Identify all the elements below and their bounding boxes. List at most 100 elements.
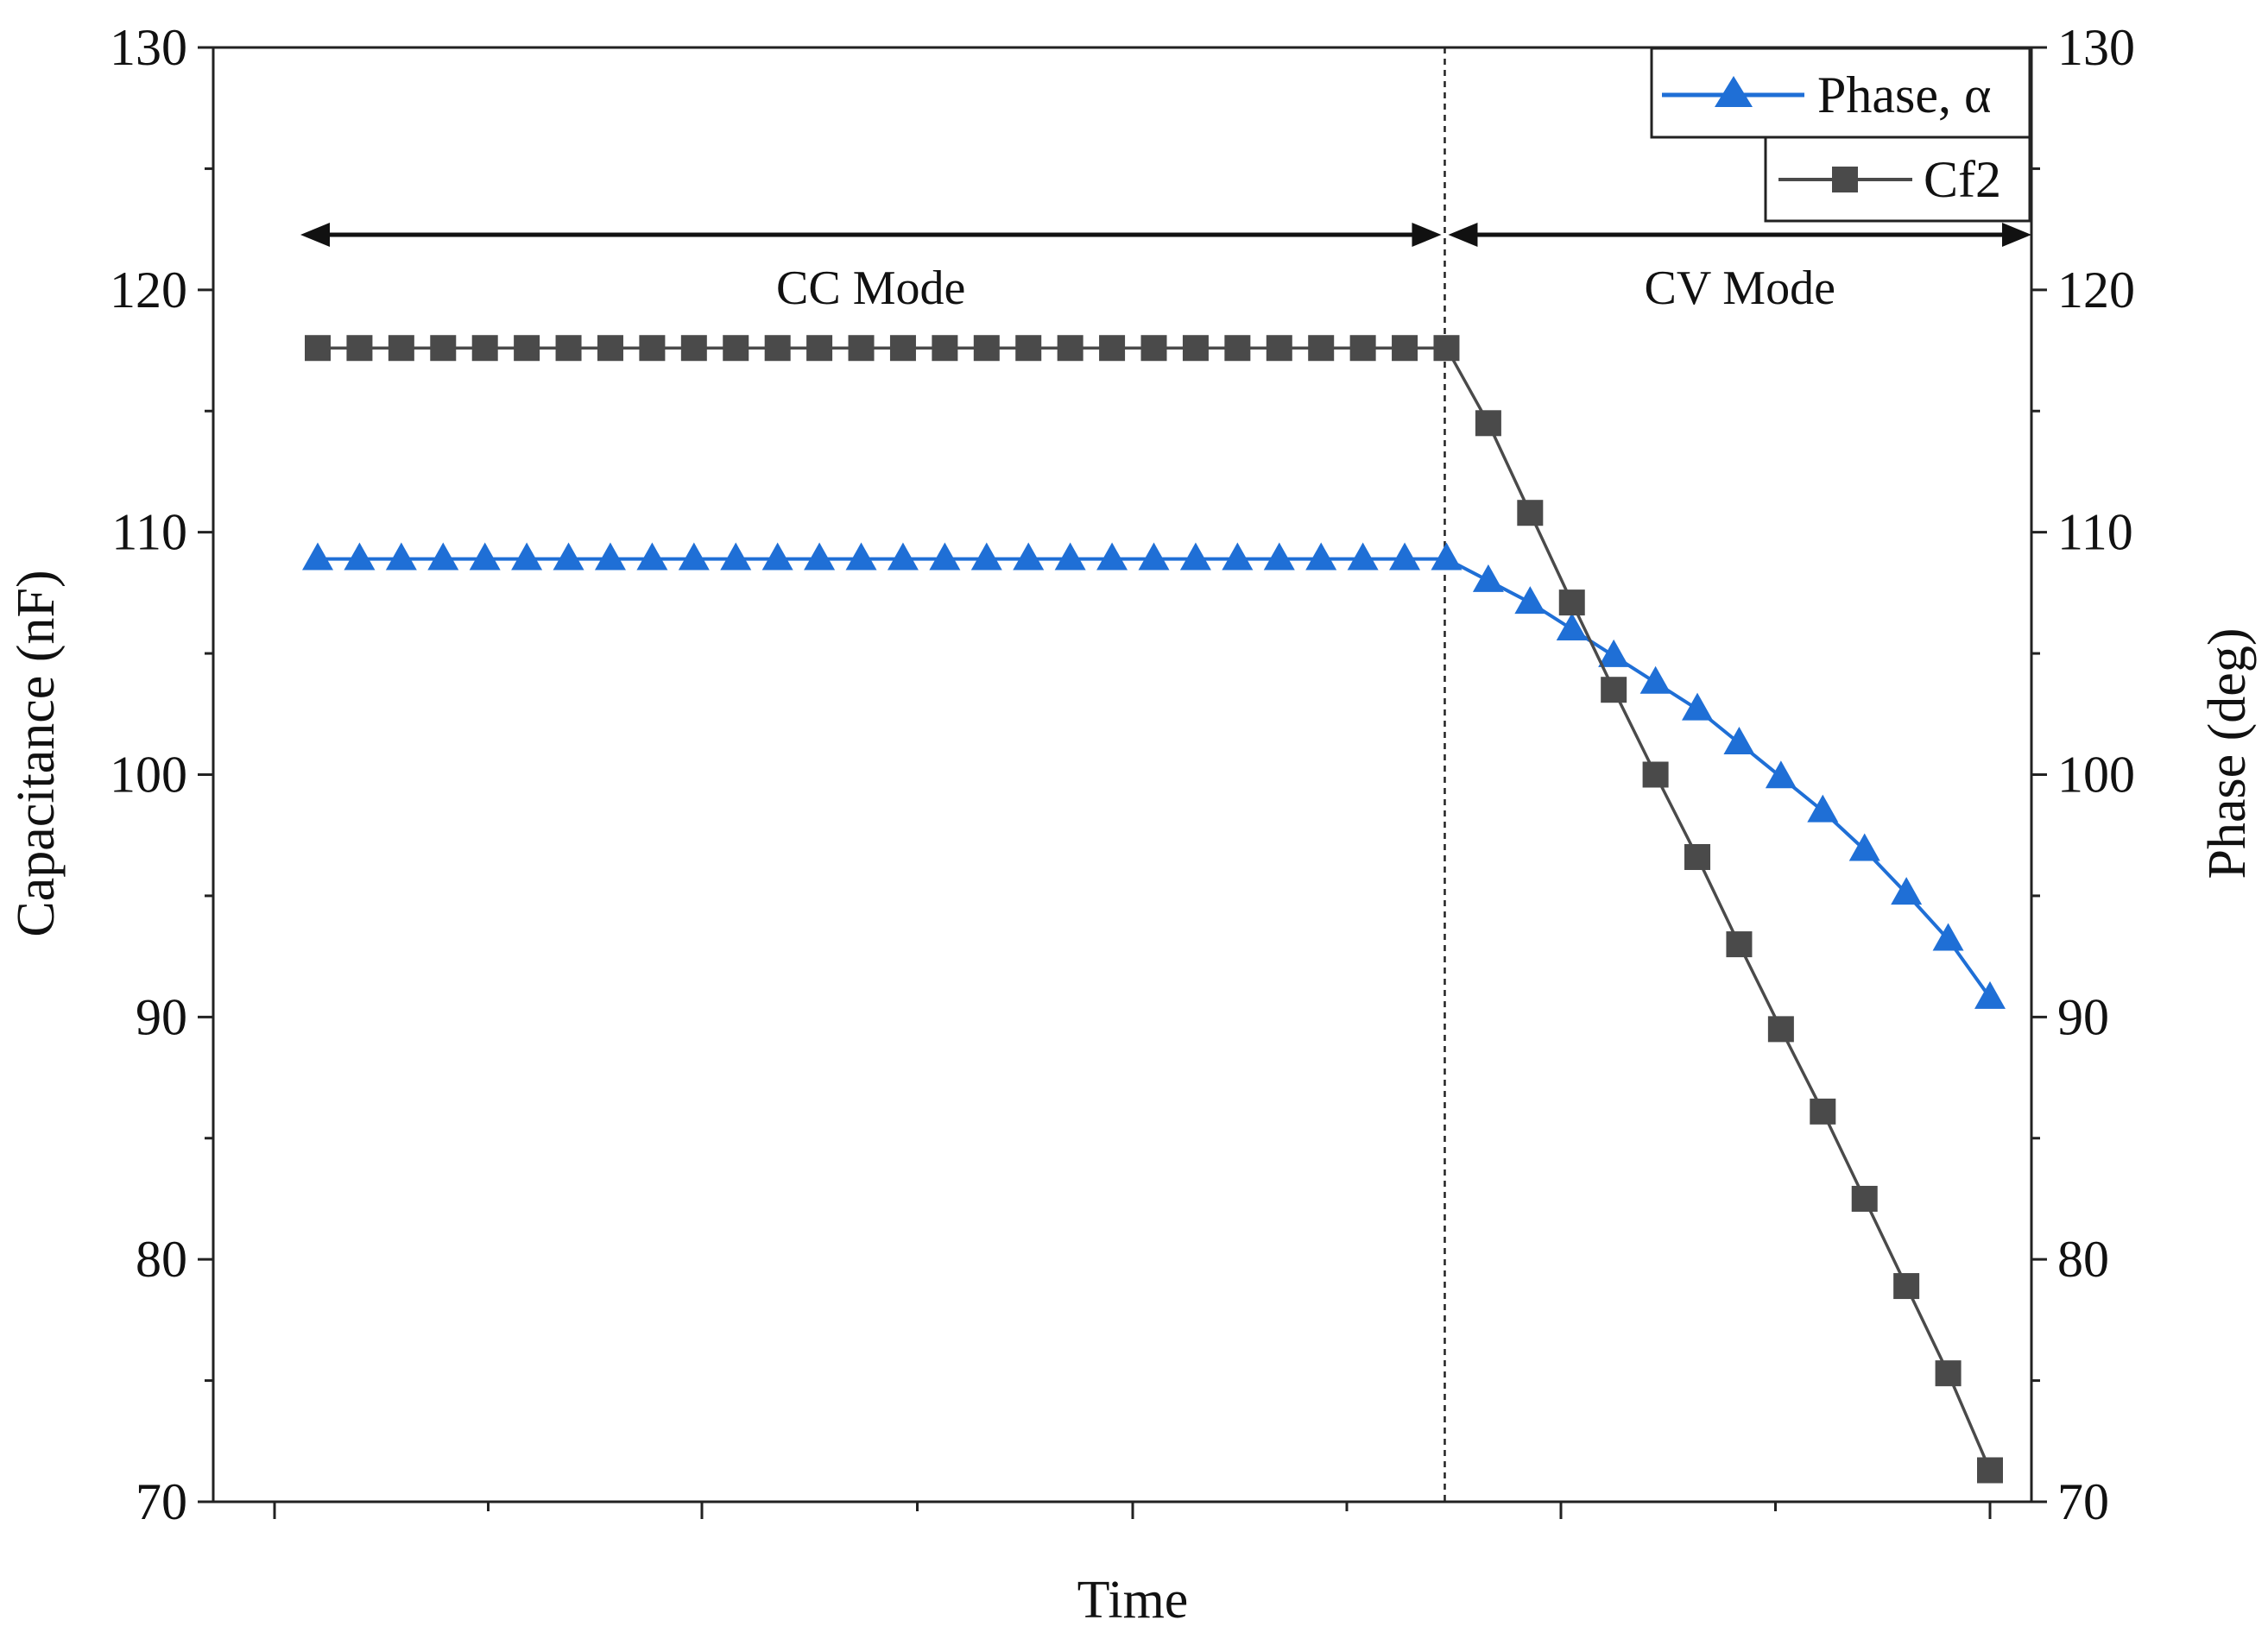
phase-point xyxy=(1096,542,1128,570)
cf2-point xyxy=(346,335,373,362)
cf2-point xyxy=(471,335,498,362)
phase-point xyxy=(1891,877,1923,905)
phase-point xyxy=(427,542,459,570)
phase-point xyxy=(1974,980,2006,1009)
cf2-point xyxy=(848,335,875,362)
phase-point xyxy=(1556,613,1588,640)
phase-point xyxy=(1054,542,1086,570)
phase-point xyxy=(344,542,376,570)
cf2-point xyxy=(1433,335,1460,362)
phase-point xyxy=(1598,639,1630,667)
phase-point xyxy=(761,542,793,570)
phase-point xyxy=(1305,542,1337,570)
phase-point xyxy=(1472,564,1504,592)
phase-point xyxy=(636,542,668,570)
right-y-tick-label: 120 xyxy=(2057,262,2135,318)
cf2-point xyxy=(932,335,958,362)
region-arrowhead-right xyxy=(1412,223,1442,247)
phase-point xyxy=(887,542,919,570)
cf2-point xyxy=(889,335,916,362)
cf2-point xyxy=(555,335,582,362)
cf2-point xyxy=(1224,335,1251,362)
cf2-point xyxy=(1935,1360,1962,1387)
right-y-tick-label: 130 xyxy=(2057,19,2135,76)
cf2-point xyxy=(597,335,623,362)
phase-point xyxy=(929,542,961,570)
cf2-point xyxy=(1266,335,1292,362)
cf2-point xyxy=(1810,1098,1836,1125)
legend-phase-label: Phase, α xyxy=(1817,66,1991,123)
phase-point xyxy=(1138,542,1170,570)
phase-point xyxy=(804,542,836,570)
left-y-tick-label: 80 xyxy=(136,1231,187,1288)
cf2-point xyxy=(1726,931,1753,958)
region-label: CV Mode xyxy=(1645,262,1835,315)
cf2-point xyxy=(1767,1016,1794,1043)
phase-point xyxy=(1263,542,1295,570)
legend-cf2-marker xyxy=(1832,167,1858,192)
right-y-axis-title: Phase (deg) xyxy=(2198,628,2257,879)
x-axis xyxy=(273,1502,1992,1519)
legend: Phase, α Cf2 xyxy=(1650,47,2031,223)
right-y-tick-label: 100 xyxy=(2057,747,2135,804)
phase-point xyxy=(1389,542,1421,570)
phase-point xyxy=(553,542,584,570)
phase-point xyxy=(1179,542,1211,570)
phase-point xyxy=(845,542,877,570)
left-y-axis-title: Capacitance (nF) xyxy=(7,570,66,936)
right-y-tick-label: 110 xyxy=(2057,504,2133,561)
cf2-point xyxy=(806,335,833,362)
cf2-point xyxy=(1601,677,1627,703)
cf2-point xyxy=(1893,1273,1920,1300)
phase-point xyxy=(1639,665,1671,694)
phase-point xyxy=(1848,833,1880,861)
phase-point xyxy=(1807,794,1839,823)
cf2-point xyxy=(1475,410,1501,437)
cf2-point xyxy=(1684,843,1711,870)
phase-point xyxy=(1723,726,1755,754)
left-y-tick-label: 70 xyxy=(136,1473,187,1530)
cf2-point xyxy=(639,335,666,362)
cf2-point xyxy=(1308,335,1335,362)
phase-point xyxy=(970,542,1002,570)
right-y-tick-label: 90 xyxy=(2057,988,2109,1045)
cf2-point xyxy=(388,335,414,362)
region-label: CC Mode xyxy=(776,262,965,315)
phase-point xyxy=(1013,542,1045,570)
cf2-point xyxy=(1140,335,1167,362)
right-y-tick-label: 80 xyxy=(2057,1231,2109,1288)
right-y-axis: 70 80 90 100 110 120 130 xyxy=(2031,19,2135,1530)
cf2-point xyxy=(1642,761,1669,788)
left-y-tick-label: 100 xyxy=(110,747,187,804)
phase-point xyxy=(1431,542,1463,570)
phase-point xyxy=(511,542,543,570)
cf2-point xyxy=(1517,500,1544,526)
cf2-point xyxy=(1099,335,1126,362)
left-y-tick-label: 90 xyxy=(136,988,187,1045)
phase-point xyxy=(385,542,417,570)
cf2-point xyxy=(1015,335,1042,362)
cf2-point xyxy=(430,335,457,362)
phase-point xyxy=(1347,542,1379,570)
cf2-point xyxy=(1057,335,1083,362)
left-y-axis: 70 80 90 100 110 120 130 xyxy=(110,19,213,1530)
cf2-point xyxy=(1851,1185,1878,1212)
cf2-point xyxy=(680,335,707,362)
phase-point xyxy=(720,542,752,570)
phase-point xyxy=(678,542,710,570)
phase-point xyxy=(1682,692,1714,721)
cf2-point xyxy=(1349,335,1376,362)
cf2-point xyxy=(1392,335,1418,362)
phase-point xyxy=(594,542,626,570)
mode-regions: CC Mode CV Mode xyxy=(300,47,2031,1502)
legend-phase-marker xyxy=(1715,76,1753,107)
cf2-point xyxy=(723,335,749,362)
legend-cf2-label: Cf2 xyxy=(1924,151,2001,208)
right-y-tick-label: 70 xyxy=(2057,1473,2109,1530)
cf2-point xyxy=(1977,1457,2003,1484)
region-arrowhead-left xyxy=(300,223,330,247)
left-y-tick-label: 110 xyxy=(111,504,187,561)
phase-point xyxy=(302,542,333,570)
cf2-point xyxy=(973,335,1000,362)
